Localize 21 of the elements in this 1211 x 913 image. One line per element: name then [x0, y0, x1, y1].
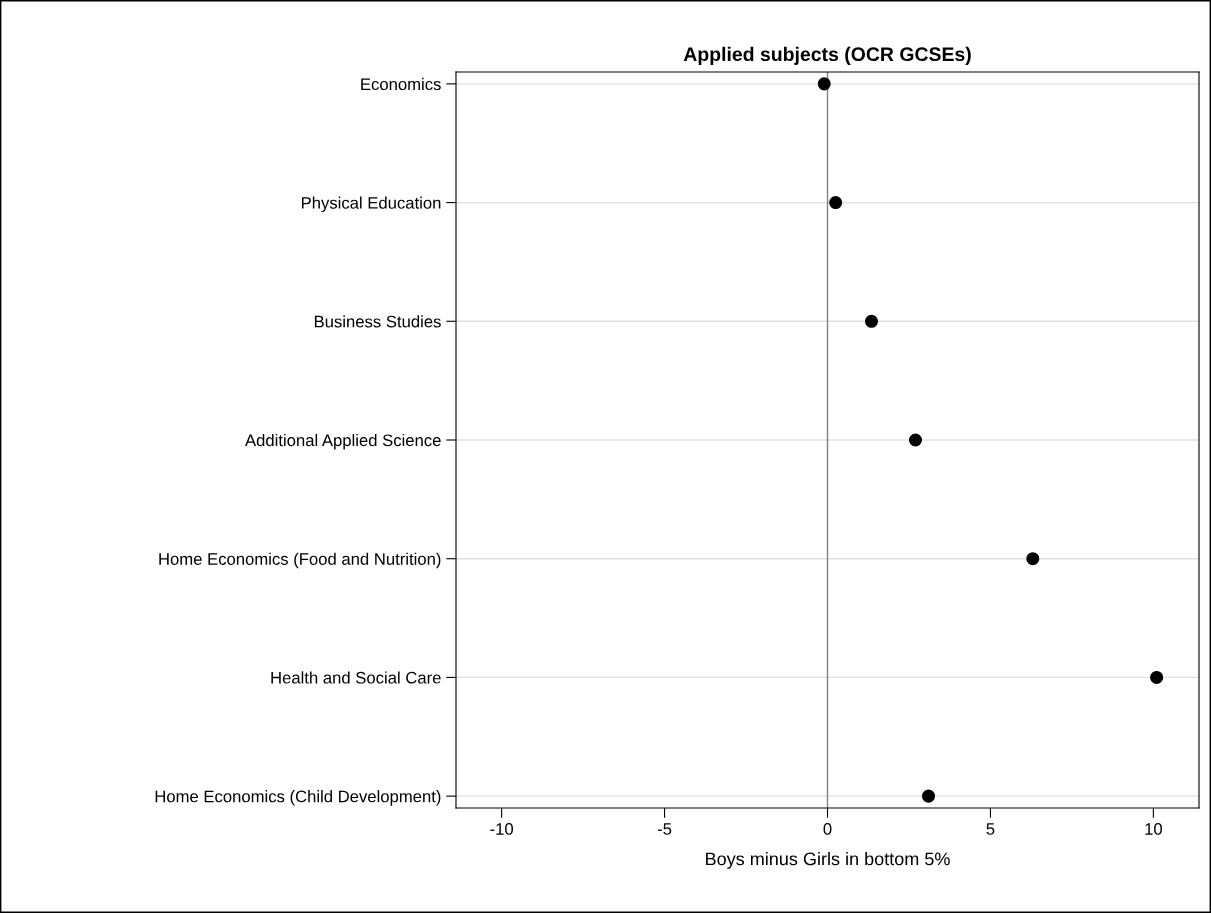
point [1150, 670, 1164, 684]
point [1026, 552, 1040, 566]
point [829, 196, 843, 210]
y-tick-label: Additional Applied Science [245, 433, 441, 450]
y-tick-label: Business Studies [314, 315, 441, 328]
y-tick-label: Health and Social Care [271, 671, 441, 684]
x-tick-label: 10 [1145, 823, 1162, 835]
x-tick-label: -5 [657, 823, 672, 835]
point [817, 77, 831, 91]
point [908, 433, 922, 447]
chart-title: Applied subjects (OCR GCSEs) [683, 46, 971, 65]
x-tick-label: -10 [490, 823, 514, 835]
x-tick-label: 0 [823, 823, 832, 835]
point [864, 314, 878, 328]
y-tick-label: Home Economics (Food and Nutrition) [159, 552, 441, 569]
point [922, 789, 936, 803]
x-tick-label: 5 [986, 823, 995, 835]
y-tick-label: Physical Education [301, 196, 441, 213]
y-tick-label: Economics [361, 77, 441, 91]
x-axis-title: Boys minus Girls in bottom 5% [706, 852, 950, 869]
y-tick-label: Home Economics (Child Development) [155, 790, 441, 806]
